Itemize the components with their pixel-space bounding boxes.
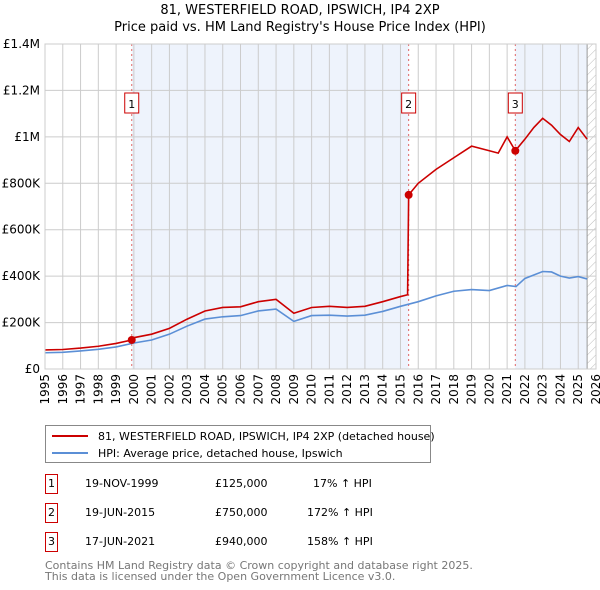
- sale-row: 2 19-JUN-2015 £750,000 172% ↑ HPI: [45, 503, 545, 523]
- sale-date: 19-JUN-2015: [85, 506, 156, 519]
- shaded-period: [131, 44, 409, 369]
- x-tick-label: 2020: [482, 374, 496, 405]
- x-tick-label: 2005: [216, 374, 230, 405]
- sale-date: 17-JUN-2021: [85, 535, 156, 548]
- y-tick-label: £1.2M: [3, 83, 40, 97]
- sale-hpi-change: 172% ↑ HPI: [307, 506, 373, 519]
- sale-hpi-change: 158% ↑ HPI: [307, 535, 373, 548]
- footer-line: This data is licensed under the Open Gov…: [45, 570, 396, 583]
- footer: Contains HM Land Registry data © Crown c…: [45, 560, 473, 582]
- chart-title: 81, WESTERFIELD ROAD, IPSWICH, IP4 2XP: [160, 3, 440, 18]
- sale-price: £750,000: [215, 506, 268, 519]
- x-tick-label: 2025: [571, 374, 585, 405]
- x-tick-label: 1997: [74, 374, 88, 405]
- x-tick-label: 2016: [411, 374, 425, 405]
- plot-border: [44, 43, 597, 370]
- x-tick-label: 2018: [447, 374, 461, 405]
- sale-marker-number: 1: [128, 98, 135, 111]
- legend-label: 81, WESTERFIELD ROAD, IPSWICH, IP4 2XP (…: [98, 429, 435, 443]
- x-tick-label: 2015: [393, 374, 407, 405]
- sale-marker-box: [124, 92, 140, 114]
- x-tick-label: 2011: [322, 374, 336, 405]
- sale-point: [404, 190, 413, 199]
- hpi-line: [44, 270, 588, 354]
- x-tick-label: 2021: [500, 374, 514, 405]
- legend-item-hpi: HPI: Average price, detached house, Ipsw…: [52, 445, 343, 461]
- legend-swatch: [52, 452, 88, 454]
- x-tick-label: 2009: [287, 374, 301, 405]
- x-tick-label: 2006: [234, 374, 248, 405]
- y-tick-label: £1.4M: [3, 37, 40, 51]
- legend-swatch: [52, 435, 88, 437]
- y-tick-label: £0: [25, 362, 40, 376]
- x-tick-label: 2014: [376, 374, 390, 405]
- x-tick-label: 2004: [198, 374, 212, 405]
- sale-number: 3: [45, 532, 58, 552]
- x-tick-label: 1996: [56, 374, 70, 405]
- legend-label: HPI: Average price, detached house, Ipsw…: [98, 446, 343, 460]
- sale-row: 1 19-NOV-1999 £125,000 17% ↑ HPI: [45, 474, 545, 494]
- forecast-hatch: [587, 44, 596, 369]
- x-tick-label: 2013: [358, 374, 372, 405]
- sale-price: £940,000: [215, 535, 268, 548]
- sale-marker-number: 3: [512, 98, 519, 111]
- y-tick-label: £1M: [14, 130, 40, 144]
- sale-number: 2: [45, 503, 58, 523]
- y-tick-label: £200K: [2, 316, 42, 330]
- y-tick-label: £400K: [2, 269, 42, 283]
- sale-date: 19-NOV-1999: [85, 477, 159, 490]
- sale-price: £125,000: [215, 477, 268, 490]
- x-tick-label: 1998: [91, 374, 105, 405]
- legend: 81, WESTERFIELD ROAD, IPSWICH, IP4 2XP (…: [45, 425, 435, 463]
- sale-number: 1: [45, 474, 58, 494]
- x-tick-label: 2010: [305, 374, 319, 405]
- x-tick-label: 2026: [589, 374, 600, 405]
- x-tick-label: 1999: [109, 374, 123, 405]
- legend-item-property: 81, WESTERFIELD ROAD, IPSWICH, IP4 2XP (…: [52, 428, 435, 444]
- x-tick-label: 2024: [553, 374, 567, 405]
- sale-marker-box: [507, 92, 523, 114]
- x-tick-label: 2001: [145, 374, 159, 405]
- y-tick-label: £600K: [2, 223, 42, 237]
- x-tick-label: 2002: [162, 374, 176, 405]
- x-tick-label: 2022: [518, 374, 532, 405]
- y-tick-label: £800K: [2, 176, 42, 190]
- x-tick-label: 2012: [340, 374, 354, 405]
- sale-point: [511, 146, 520, 155]
- x-tick-label: 2000: [127, 374, 141, 405]
- chart-subtitle: Price paid vs. HM Land Registry's House …: [114, 20, 486, 35]
- x-tick-label: 2008: [269, 374, 283, 405]
- sale-marker-box: [401, 92, 417, 114]
- x-tick-label: 1995: [38, 374, 52, 405]
- shaded-period: [515, 44, 588, 369]
- footer-line: Contains HM Land Registry data © Crown c…: [45, 559, 473, 572]
- sale-marker-number: 2: [405, 98, 412, 111]
- x-tick-label: 2007: [251, 374, 265, 405]
- price-chart: 1995 1996 1997 1998 1999 2000 2001 2002 2003 2004…: [2, 37, 600, 405]
- x-tick-label: 2017: [429, 374, 443, 405]
- sale-hpi-change: 17% ↑ HPI: [313, 477, 372, 490]
- x-tick-label: 2019: [465, 374, 479, 405]
- x-tick-label: 2003: [180, 374, 194, 405]
- property-price-line: [44, 117, 588, 351]
- sale-row: 3 17-JUN-2021 £940,000 158% ↑ HPI: [45, 532, 545, 552]
- x-tick-label: 2023: [536, 374, 550, 405]
- sale-point: [127, 335, 136, 344]
